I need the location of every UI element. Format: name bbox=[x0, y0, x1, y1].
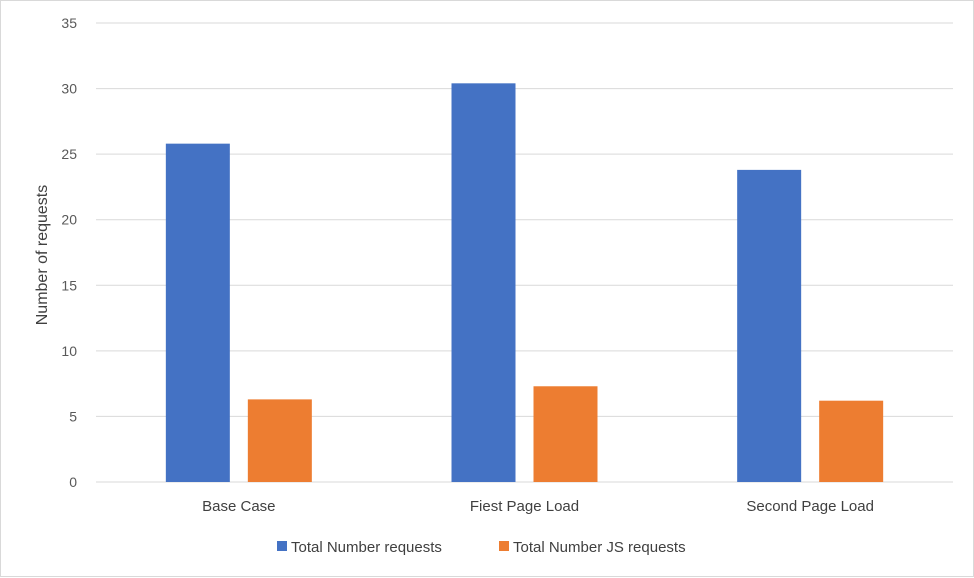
bar-js-1 bbox=[533, 386, 598, 482]
y-tick-label: 10 bbox=[61, 343, 77, 359]
y-tick-label: 35 bbox=[61, 15, 77, 31]
bar-total-0 bbox=[165, 143, 230, 482]
y-tick-label: 25 bbox=[61, 146, 77, 162]
legend-label-0: Total Number requests bbox=[291, 539, 442, 556]
bars bbox=[165, 83, 884, 482]
y-tick-label: 15 bbox=[61, 277, 77, 293]
y-tick-label: 20 bbox=[61, 212, 77, 228]
y-tick-label: 5 bbox=[69, 408, 77, 424]
gridlines bbox=[96, 22, 953, 483]
x-category-label: Fiest Page Load bbox=[470, 498, 579, 515]
bar-total-1 bbox=[451, 83, 516, 482]
x-category-label: Second Page Load bbox=[746, 498, 874, 515]
y-axis-ticks: 0 5 10 15 20 25 30 35 bbox=[61, 15, 77, 490]
y-tick-label: 0 bbox=[69, 474, 77, 490]
x-axis-categories: Base Case Fiest Page Load Second Page Load bbox=[202, 498, 874, 515]
y-axis-title: Number of requests bbox=[34, 185, 51, 326]
bar-js-0 bbox=[247, 399, 312, 482]
legend-swatch-1 bbox=[499, 541, 509, 551]
y-tick-label: 30 bbox=[61, 81, 77, 97]
bar-js-2 bbox=[819, 400, 884, 482]
bar-total-2 bbox=[737, 169, 802, 482]
legend-label-1: Total Number JS requests bbox=[513, 539, 686, 556]
legend-swatch-0 bbox=[277, 541, 287, 551]
x-category-label: Base Case bbox=[202, 498, 275, 515]
legend: Total Number requests Total Number JS req… bbox=[277, 539, 686, 556]
